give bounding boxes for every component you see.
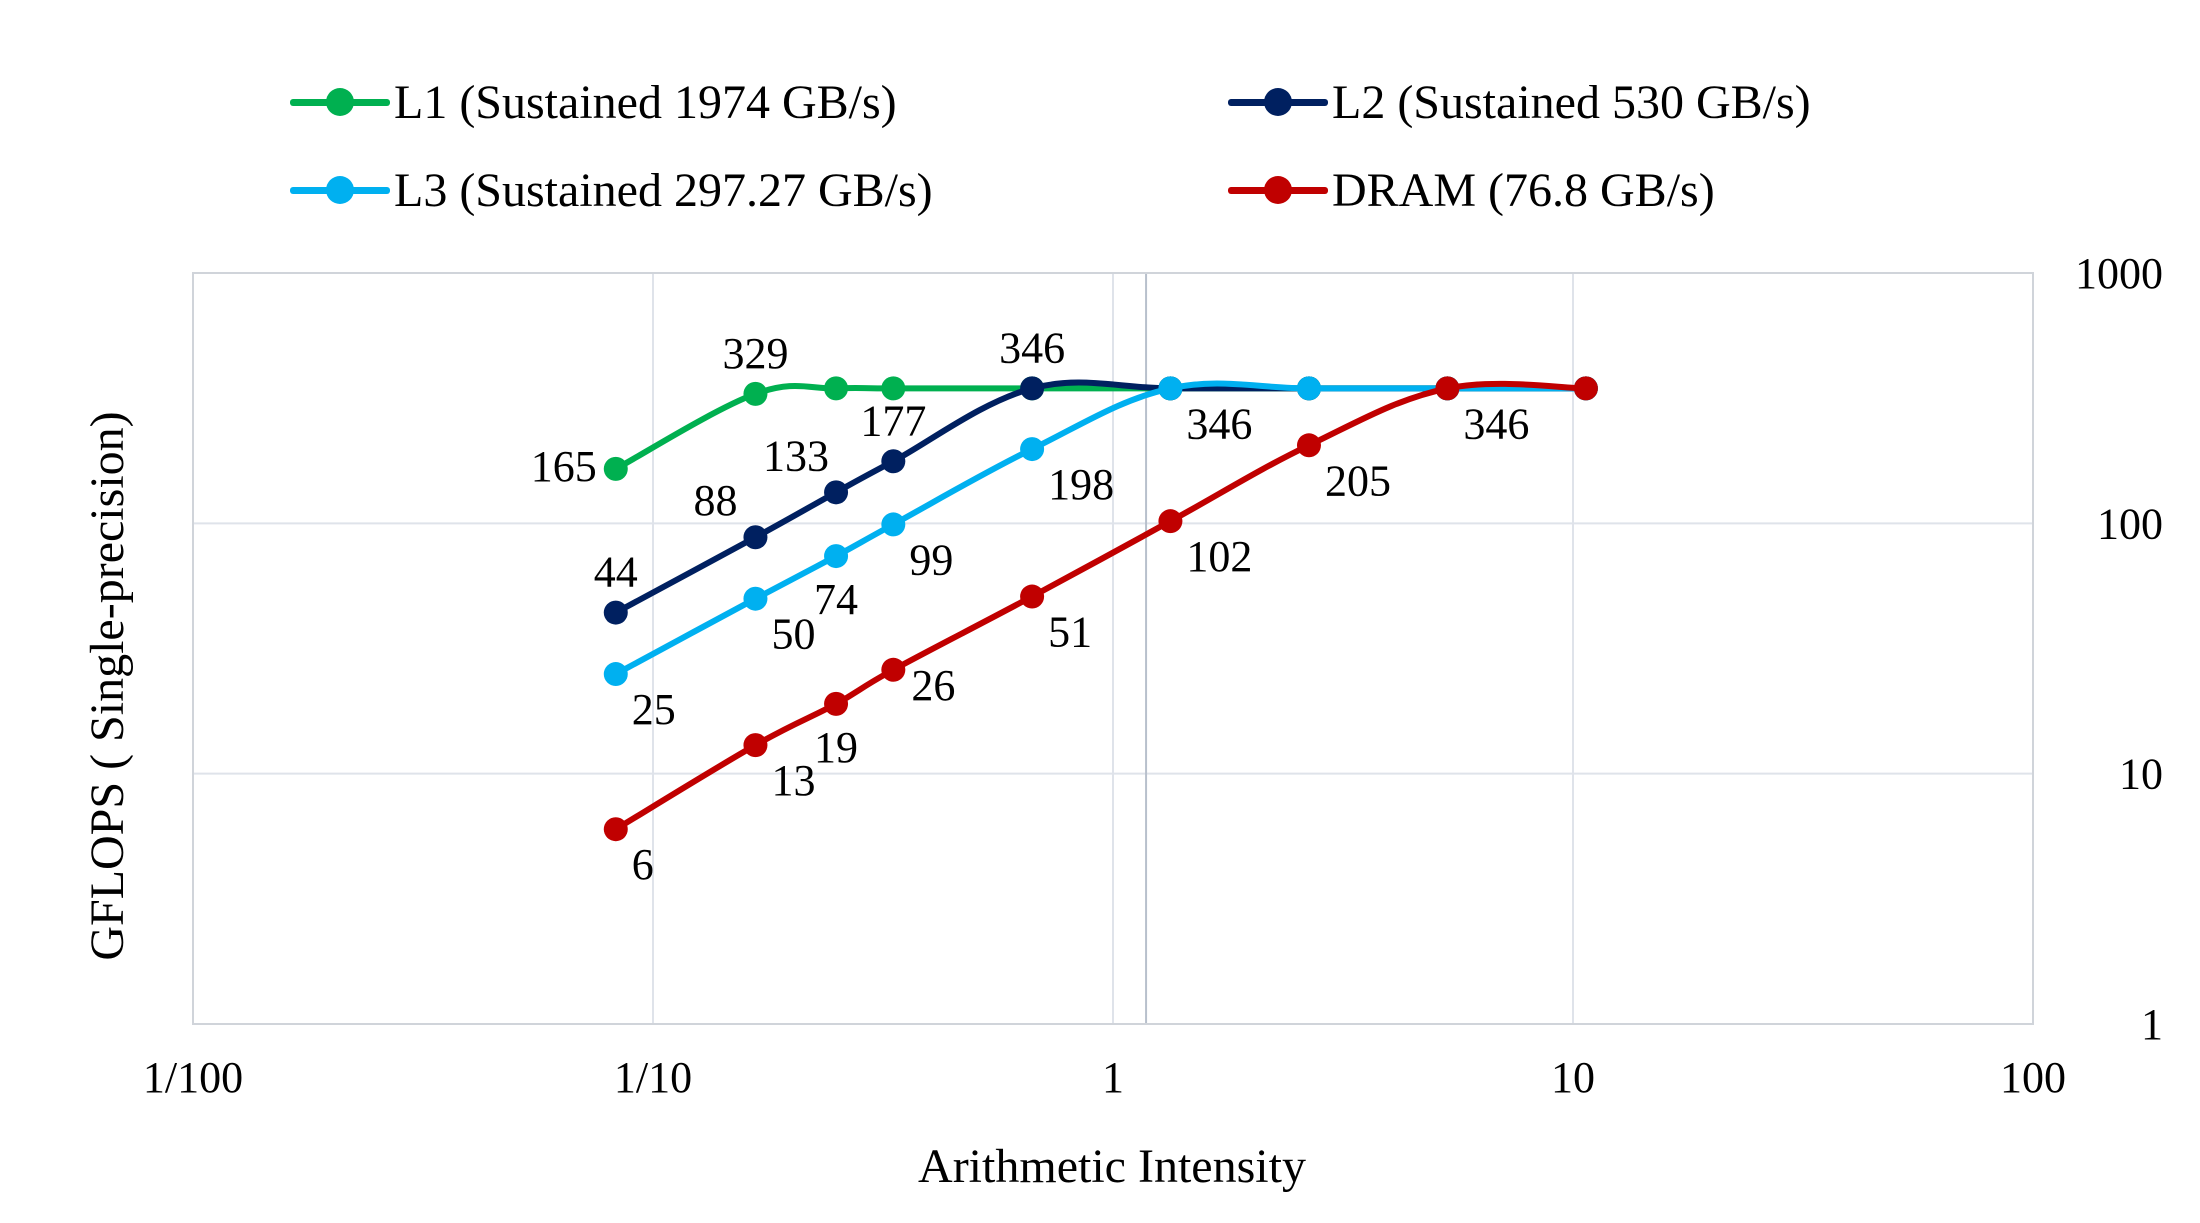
data-point bbox=[1158, 509, 1183, 534]
series-line-2 bbox=[612, 380, 1589, 678]
plot-area-border bbox=[192, 272, 2034, 1025]
data-label: 133 bbox=[763, 431, 829, 480]
data-point bbox=[824, 544, 849, 569]
data-point bbox=[1435, 376, 1460, 401]
legend-item-l1: L1 (Sustained 1974 GB/s) bbox=[290, 72, 897, 132]
data-point bbox=[881, 376, 906, 401]
data-label: 346 bbox=[999, 323, 1065, 372]
data-point bbox=[1020, 584, 1045, 609]
data-point bbox=[743, 381, 768, 406]
y-tick-label: 1 bbox=[2141, 1000, 2163, 1049]
x-tick-label: 1/10 bbox=[614, 1053, 692, 1102]
data-label: 44 bbox=[594, 548, 638, 597]
data-point bbox=[1158, 376, 1183, 401]
x-tick-label: 1/100 bbox=[143, 1053, 243, 1102]
legend-label-l3: L3 (Sustained 297.27 GB/s) bbox=[394, 163, 933, 217]
series-lines bbox=[603, 376, 1598, 842]
legend-swatch-l2 bbox=[1228, 72, 1328, 132]
data-point bbox=[824, 376, 849, 401]
data-label: 25 bbox=[632, 685, 676, 734]
data-label: 6 bbox=[632, 840, 654, 889]
data-label: 205 bbox=[1325, 456, 1391, 505]
data-label: 198 bbox=[1048, 460, 1114, 509]
data-label: 51 bbox=[1048, 608, 1092, 657]
x-tick-label: 1 bbox=[1102, 1053, 1124, 1102]
data-label: 26 bbox=[911, 661, 955, 710]
data-label: 50 bbox=[771, 610, 815, 659]
legend-label-l1: L1 (Sustained 1974 GB/s) bbox=[394, 75, 897, 129]
series-line-3 bbox=[612, 380, 1589, 833]
legend-swatch-dram bbox=[1228, 160, 1328, 220]
data-point bbox=[603, 600, 628, 625]
data-label: 102 bbox=[1186, 532, 1252, 581]
legend-label-dram: DRAM (76.8 GB/s) bbox=[1332, 163, 1715, 217]
legend-swatch-l3 bbox=[290, 160, 390, 220]
data-label: 88 bbox=[693, 476, 737, 525]
data-label: 329 bbox=[722, 329, 788, 378]
data-point bbox=[603, 456, 628, 481]
data-label: 19 bbox=[814, 723, 858, 772]
data-label: 165 bbox=[531, 442, 597, 491]
y-axis-title: GFLOPS ( Single-precision) bbox=[81, 411, 134, 960]
data-point bbox=[1573, 376, 1598, 401]
y-tick-label: 100 bbox=[2097, 499, 2163, 548]
data-label: 13 bbox=[771, 756, 815, 805]
legend-swatch-l1 bbox=[290, 72, 390, 132]
data-point bbox=[881, 449, 906, 474]
chart-legend: L1 (Sustained 1974 GB/s) L2 (Sustained 5… bbox=[0, 0, 2200, 230]
data-label: 74 bbox=[814, 575, 858, 624]
x-tick-label: 10 bbox=[1551, 1053, 1595, 1102]
data-point bbox=[881, 657, 906, 682]
data-point bbox=[743, 733, 768, 758]
data-point bbox=[603, 662, 628, 687]
data-point bbox=[1020, 376, 1045, 401]
data-point bbox=[743, 586, 768, 611]
data-label: 346 bbox=[1186, 399, 1252, 448]
data-point bbox=[1296, 376, 1321, 401]
data-point bbox=[1020, 437, 1045, 462]
data-point bbox=[743, 525, 768, 550]
legend-item-l3: L3 (Sustained 297.27 GB/s) bbox=[290, 160, 933, 220]
legend-item-l2: L2 (Sustained 530 GB/s) bbox=[1228, 72, 1811, 132]
data-point bbox=[881, 512, 906, 537]
x-tick-label: 100 bbox=[2000, 1053, 2066, 1102]
axis-ticks: 1/100 1/10 1 10 100 1 10 100 1000 bbox=[143, 249, 2163, 1102]
data-point bbox=[824, 691, 849, 716]
data-label: 177 bbox=[860, 396, 926, 445]
data-label: 99 bbox=[909, 535, 953, 584]
x-axis-title: Arithmetic Intensity bbox=[918, 1140, 1306, 1193]
data-point bbox=[1296, 433, 1321, 458]
data-label: 346 bbox=[1463, 399, 1529, 448]
y-tick-label: 1000 bbox=[2075, 249, 2163, 298]
legend-item-dram: DRAM (76.8 GB/s) bbox=[1228, 160, 1715, 220]
legend-label-l2: L2 (Sustained 530 GB/s) bbox=[1332, 75, 1811, 129]
data-point bbox=[824, 480, 849, 505]
y-tick-label: 10 bbox=[2119, 750, 2163, 799]
data-point bbox=[603, 817, 628, 842]
